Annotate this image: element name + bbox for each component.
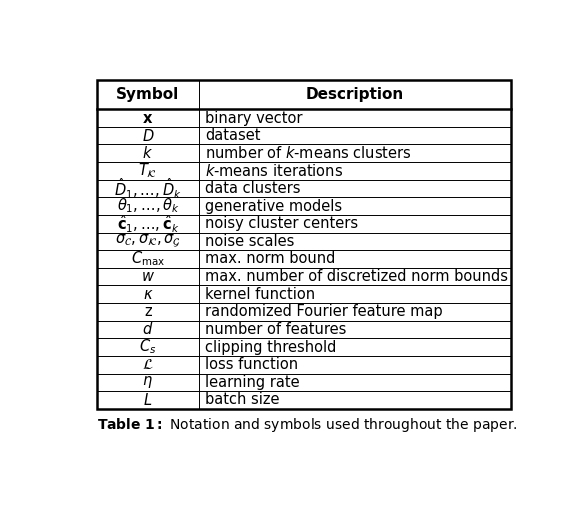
Text: $T_{\mathcal{K}}$: $T_{\mathcal{K}}$ bbox=[139, 162, 157, 180]
Text: $\bf{Table\ 1:}$ Notation and symbols used throughout the paper.: $\bf{Table\ 1:}$ Notation and symbols us… bbox=[97, 416, 518, 434]
Text: $\mathcal{L}$: $\mathcal{L}$ bbox=[142, 357, 154, 372]
Text: Symbol: Symbol bbox=[116, 87, 179, 102]
Text: learning rate: learning rate bbox=[205, 375, 300, 390]
Text: max. number of discretized norm bounds: max. number of discretized norm bounds bbox=[205, 269, 508, 284]
Text: dataset: dataset bbox=[205, 128, 261, 143]
Text: max. norm bound: max. norm bound bbox=[205, 252, 336, 266]
Text: number of $k$-means clusters: number of $k$-means clusters bbox=[205, 145, 412, 161]
Text: loss function: loss function bbox=[205, 357, 298, 372]
Text: $\theta_1,\ldots,\theta_k$: $\theta_1,\ldots,\theta_k$ bbox=[117, 197, 179, 215]
Text: Description: Description bbox=[306, 87, 404, 102]
Text: batch size: batch size bbox=[205, 393, 280, 408]
Text: $\kappa$: $\kappa$ bbox=[143, 287, 153, 302]
Text: clipping threshold: clipping threshold bbox=[205, 340, 336, 355]
Text: $w$: $w$ bbox=[141, 269, 155, 284]
Text: generative models: generative models bbox=[205, 199, 342, 214]
Text: $\hat{\mathbf{c}}_1,\ldots,\hat{\mathbf{c}}_k$: $\hat{\mathbf{c}}_1,\ldots,\hat{\mathbf{… bbox=[117, 213, 179, 235]
Text: randomized Fourier feature map: randomized Fourier feature map bbox=[205, 304, 443, 319]
Text: $C_{\max}$: $C_{\max}$ bbox=[130, 250, 165, 268]
Text: number of features: number of features bbox=[205, 322, 347, 337]
Text: $C_s$: $C_s$ bbox=[139, 337, 157, 356]
Text: $k$-means iterations: $k$-means iterations bbox=[205, 163, 343, 179]
Text: $\eta$: $\eta$ bbox=[143, 374, 153, 391]
Text: $D$: $D$ bbox=[142, 128, 154, 144]
Text: $\hat{D}_1,\ldots,\hat{D}_k$: $\hat{D}_1,\ldots,\hat{D}_k$ bbox=[114, 176, 182, 201]
Text: $d$: $d$ bbox=[142, 321, 154, 337]
Text: $k$: $k$ bbox=[143, 145, 153, 161]
Text: z: z bbox=[144, 304, 152, 319]
Text: noisy cluster centers: noisy cluster centers bbox=[205, 216, 358, 231]
Bar bbox=[97, 81, 511, 409]
Text: $\mathbf{x}$: $\mathbf{x}$ bbox=[142, 111, 154, 125]
Text: noise scales: noise scales bbox=[205, 234, 295, 249]
Text: kernel function: kernel function bbox=[205, 287, 316, 302]
Text: data clusters: data clusters bbox=[205, 181, 301, 196]
Text: binary vector: binary vector bbox=[205, 111, 303, 125]
Text: $\sigma_{\mathcal{C}},\sigma_{\mathcal{K}},\sigma_{\mathcal{G}}$: $\sigma_{\mathcal{C}},\sigma_{\mathcal{K… bbox=[115, 232, 181, 250]
Text: $L$: $L$ bbox=[143, 392, 153, 408]
